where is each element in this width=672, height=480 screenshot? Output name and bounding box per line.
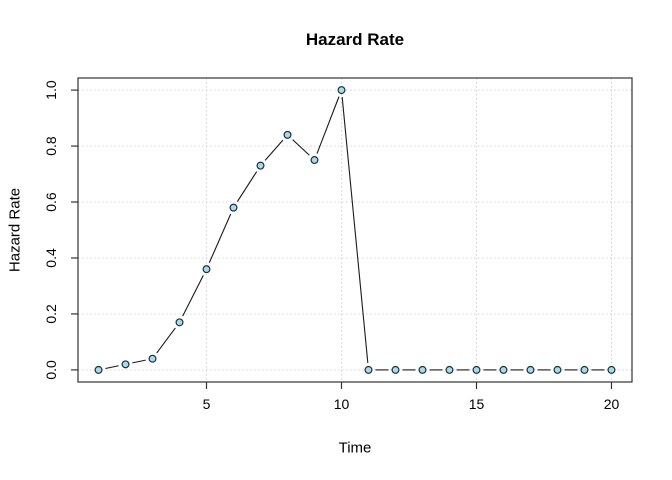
data-point [121,360,130,369]
x-axis-tick-label: 20 [604,396,620,412]
series-segment [156,327,176,354]
x-axis-tick-label: 5 [203,396,211,412]
data-point [391,365,400,374]
data-point [364,365,373,374]
data-point [337,86,346,95]
chart-title: Hazard Rate [305,30,405,49]
series-segment [316,96,340,154]
data-point [256,161,265,170]
plot-border [77,77,633,383]
x-axis-label: Time [338,439,372,457]
y-axis-tick-label: 0.6 [43,192,59,212]
data-point [607,365,616,374]
x-axis-tick-label: 15 [469,396,485,412]
series-segment [132,359,146,364]
series-segment [208,213,232,263]
data-point [472,365,481,374]
series-segment [264,139,284,161]
series-segment [341,97,369,363]
x-axis-tick-label: 10 [334,396,350,412]
data-point [229,203,238,212]
series-segment [182,275,204,317]
y-axis-tick-label: 1.0 [43,80,59,100]
data-point [553,365,562,374]
data-point [175,318,184,327]
y-axis-tick-label: 0.8 [43,136,59,156]
data-point [580,365,589,374]
data-point [445,365,454,374]
series-segment [105,365,119,370]
data-point [418,365,427,374]
series-segment [236,171,258,203]
data-point [283,130,292,139]
y-axis-label: Hazard Rate [6,187,24,273]
y-axis-tick-label: 0.2 [43,304,59,324]
data-point [94,365,103,374]
data-point [202,265,211,274]
y-axis-tick-label: 0.0 [43,360,59,380]
data-point [526,365,535,374]
data-point [499,365,508,374]
data-point [310,156,319,165]
series-segment [292,139,310,156]
data-point [148,354,157,363]
y-axis-tick-label: 0.4 [43,248,59,268]
